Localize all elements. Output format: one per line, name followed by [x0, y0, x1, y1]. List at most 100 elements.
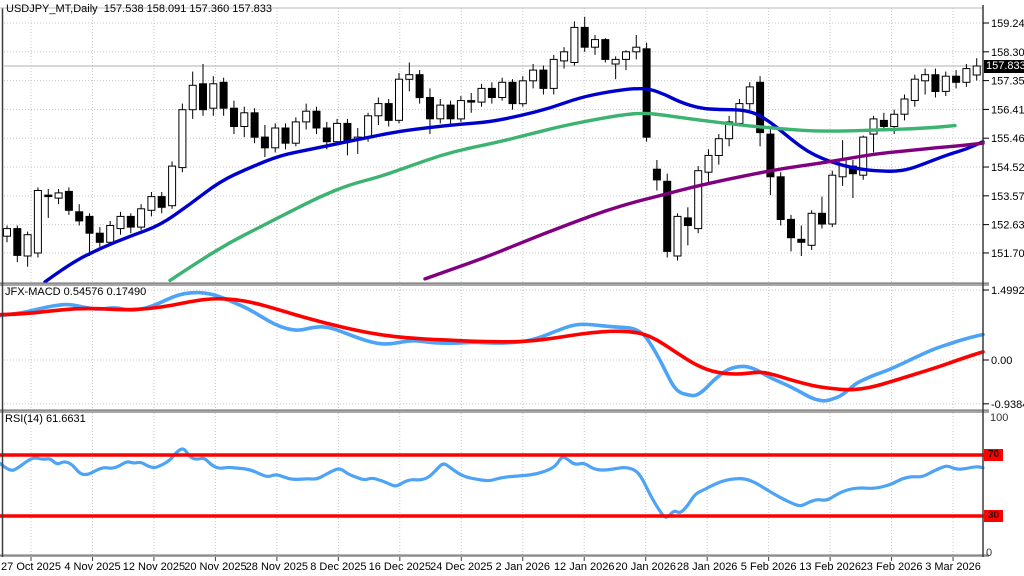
date-tick-label: 4 Nov 2025: [64, 561, 120, 573]
price-tick-label: 155.465: [991, 133, 1024, 145]
price-tick-label: 158.300: [991, 47, 1024, 59]
candle-body: [725, 121, 734, 140]
panel-separator[interactable]: [0, 410, 989, 413]
candle-body: [116, 215, 125, 230]
price-tick-label: 153.575: [991, 191, 1024, 203]
candle-body: [487, 87, 496, 99]
macd-line: [0, 290, 985, 403]
candle-body: [714, 138, 723, 156]
candle-body: [642, 48, 651, 138]
candle-body: [219, 81, 228, 109]
candle-body: [209, 83, 218, 109]
date-tick-label: 23 Feb 2026: [861, 561, 923, 573]
candle-body: [33, 190, 42, 254]
panel-separator[interactable]: [0, 555, 989, 557]
candle-body: [322, 127, 331, 143]
candle-body: [673, 215, 682, 257]
ma-fast-line: [43, 86, 985, 284]
date-tick-label: 8 Dec 2025: [310, 561, 366, 573]
panel-separator[interactable]: [0, 283, 989, 286]
candle-body: [704, 154, 713, 173]
candle-body: [807, 212, 816, 246]
candle-body: [921, 74, 930, 82]
candle-body: [395, 78, 403, 121]
rsi-axis-min-label: 0: [986, 547, 993, 559]
candle-body: [601, 39, 610, 60]
candle-body: [962, 68, 971, 83]
candle-body: [405, 74, 414, 80]
candle-body: [240, 112, 249, 128]
candle-body: [3, 228, 11, 237]
candle-body: [776, 176, 785, 221]
price-tick-label: 156.410: [991, 104, 1024, 116]
date-tick-label: 13 Feb 2026: [799, 561, 861, 573]
candle-body: [477, 87, 486, 103]
candle-body: [632, 46, 641, 53]
candle-body: [560, 51, 569, 62]
candle-body: [312, 110, 321, 129]
candle-body: [683, 217, 692, 226]
candle-body: [188, 84, 197, 111]
candle-body: [291, 121, 300, 144]
candle-body: [838, 159, 847, 178]
candle-body: [818, 212, 826, 225]
candle-body: [766, 133, 775, 178]
candle-body: [13, 228, 22, 256]
date-tick-label: 12 Jan 2026: [554, 561, 615, 573]
candle-body: [591, 39, 599, 48]
candle-body: [570, 26, 579, 63]
candle-body: [147, 196, 156, 211]
candle-body: [518, 80, 527, 105]
date-tick-label: 27 Oct 2025: [1, 561, 61, 573]
candle-body: [271, 127, 280, 149]
candle-body: [498, 81, 507, 99]
candle-body: [250, 112, 259, 138]
current-price-tag: 157.833: [984, 60, 1024, 73]
candle-body: [787, 218, 795, 239]
candle-body: [756, 81, 765, 134]
date-tick-label: 20 Nov 2025: [184, 561, 246, 573]
macd-tick-label: 0.00: [991, 355, 1012, 367]
macd-tick-label: 1.49928: [991, 285, 1024, 297]
rsi-line: [0, 447, 985, 519]
date-tick-label: 5 Feb 2026: [741, 561, 797, 573]
candle-body: [828, 174, 837, 225]
candle-body: [260, 136, 269, 149]
candle-body: [797, 238, 806, 243]
candle-body: [931, 74, 940, 92]
candle-body: [199, 83, 207, 111]
candle-body: [900, 98, 909, 115]
candle-body: [467, 100, 476, 103]
date-tick-label: 12 Nov 2025: [123, 561, 185, 573]
candle-body: [879, 119, 888, 128]
candle-body: [23, 234, 32, 257]
price-tick-label: 154.520: [991, 162, 1024, 174]
candle-body: [178, 109, 187, 169]
candle-body: [745, 86, 754, 105]
candle-body: [168, 165, 177, 207]
rsi-level-70-tag: 70: [984, 449, 1003, 461]
candle-body: [230, 107, 238, 127]
candle-body: [374, 103, 383, 117]
candle-body: [54, 192, 63, 199]
candle-body: [333, 122, 342, 143]
chart-title: USDJPY_MT,Daily 157.538 158.091 157.360 …: [6, 3, 273, 15]
date-tick-label: 28 Jan 2026: [677, 561, 738, 573]
candle-body: [456, 100, 465, 120]
candle-body: [343, 122, 352, 141]
macd-signal-line: [0, 296, 985, 392]
candle-body: [611, 58, 620, 65]
candle-body: [652, 168, 661, 181]
ma-mid-line: [168, 111, 957, 283]
candle-body: [580, 26, 589, 48]
candle-body: [436, 104, 445, 120]
candle-body: [508, 81, 517, 105]
date-tick-label: 28 Nov 2025: [246, 561, 308, 573]
ma-slow-line: [423, 141, 985, 281]
candle-body: [529, 69, 538, 82]
candle-body: [622, 51, 630, 60]
candle-body: [106, 225, 115, 243]
candle-body: [869, 118, 878, 135]
